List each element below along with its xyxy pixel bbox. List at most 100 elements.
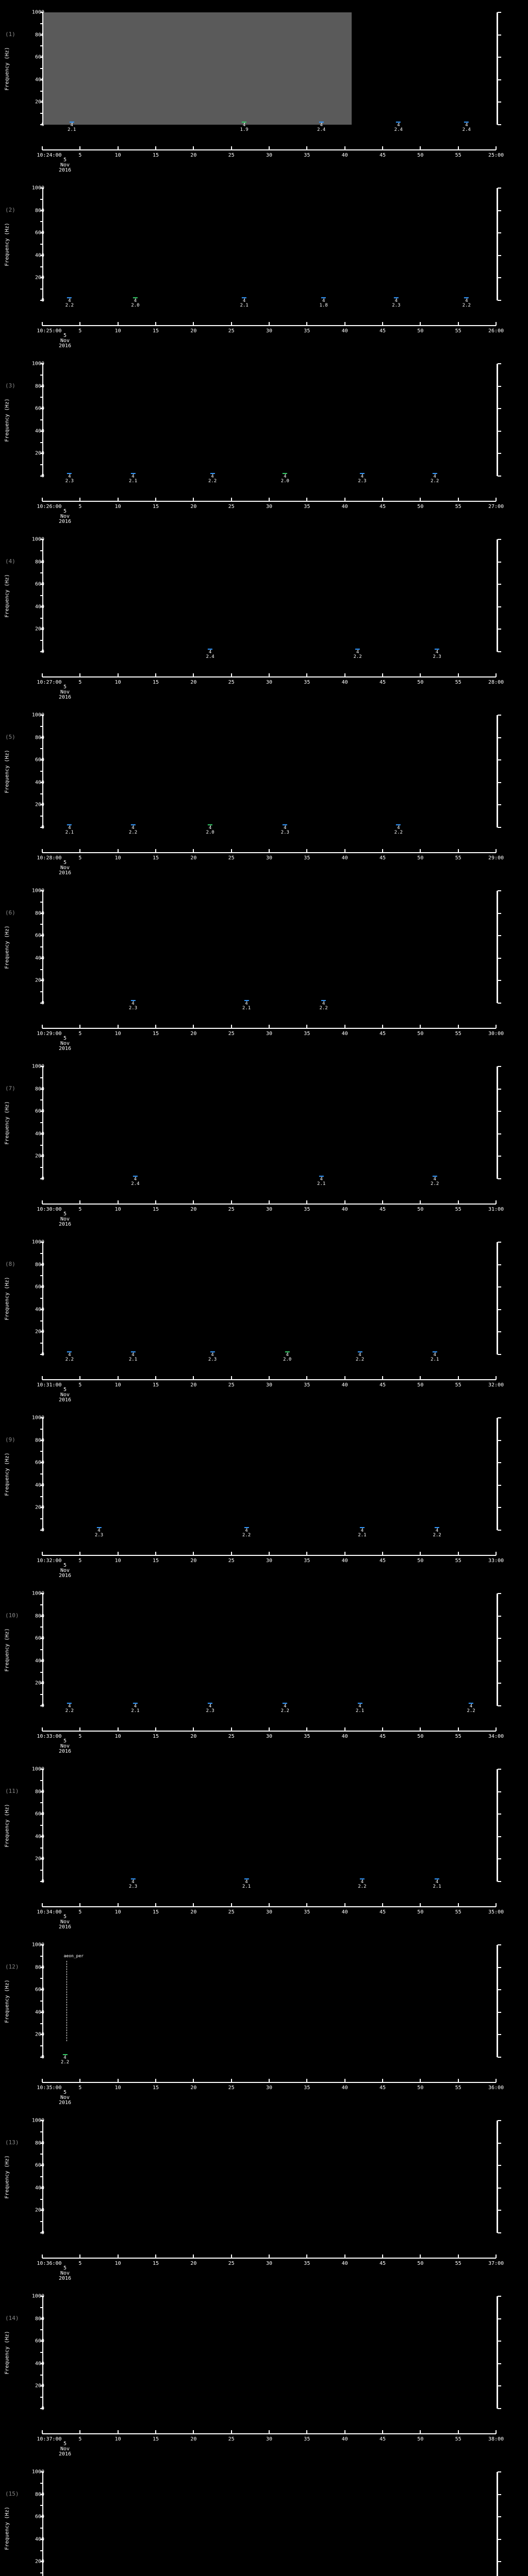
x-tick-mark bbox=[230, 146, 232, 150]
panel-index-label: (13) bbox=[5, 2139, 19, 2146]
y-tick-mark bbox=[40, 827, 44, 828]
x-tick-mark bbox=[457, 498, 459, 501]
y-tick-mark bbox=[40, 1111, 44, 1112]
x-tick-label: 50 bbox=[417, 1031, 424, 1037]
x-tick-mark bbox=[79, 1903, 81, 1907]
x-tick-mark bbox=[42, 2255, 43, 2258]
y-tick-label: 200 bbox=[35, 99, 44, 105]
event-value-label: 2.3 bbox=[208, 1357, 217, 1362]
event-marker: 4 2.2 bbox=[431, 473, 439, 484]
y-tick-mark-minor bbox=[40, 572, 42, 574]
event-marker: 4 2.2 bbox=[129, 824, 137, 835]
y-tick-mark bbox=[40, 539, 44, 540]
x-tick-label: 10 bbox=[114, 1909, 121, 1915]
x-tick-mark bbox=[457, 2255, 459, 2258]
y-tick-label: 400 bbox=[35, 77, 44, 83]
x-tick-mark bbox=[420, 2079, 421, 2082]
y-tick-mark-minor bbox=[40, 617, 42, 619]
x-tick-mark bbox=[155, 1903, 156, 1907]
x-tick-label: 15 bbox=[152, 1909, 159, 1915]
event-marker: 4 2.2 bbox=[208, 473, 217, 484]
y-tick-mark-minor bbox=[40, 1649, 42, 1650]
event-value-label: 2.0 bbox=[280, 479, 289, 484]
event-magnitude-label: 4 bbox=[284, 1704, 287, 1709]
event-marker: 4 2.0 bbox=[131, 297, 140, 308]
y-tick-mark bbox=[40, 1530, 44, 1531]
y-tick-mark-minor bbox=[40, 1144, 42, 1146]
event-value-label: 2.1 bbox=[242, 1006, 251, 1011]
event-marker-dash bbox=[133, 297, 138, 298]
event-magnitude-label: 4 bbox=[208, 1704, 212, 1709]
plot-area bbox=[42, 188, 498, 300]
date-label-line: Nov bbox=[60, 689, 70, 695]
panel-index-label: (14) bbox=[5, 2315, 19, 2321]
x-tick-label: 50 bbox=[417, 1558, 424, 1564]
event-marker: 4 2.2 bbox=[467, 1703, 475, 1714]
right-tick-mark bbox=[498, 1944, 501, 1945]
x-tick-label: 15 bbox=[152, 2085, 159, 2091]
y-tick-mark bbox=[40, 1003, 44, 1004]
y-tick-mark-minor bbox=[40, 1825, 42, 1826]
y-tick-mark bbox=[40, 1178, 44, 1179]
event-marker: 4 2.3 bbox=[206, 1703, 214, 1714]
x-tick-label: 30 bbox=[266, 855, 273, 861]
y-tick-mark-minor bbox=[40, 1099, 42, 1101]
x-tick-label: 25 bbox=[228, 1909, 235, 1915]
event-marker: 4 2.1 bbox=[65, 824, 74, 835]
event-magnitude-label: 4 bbox=[134, 298, 137, 303]
y-tick-mark-minor bbox=[40, 748, 42, 750]
event-magnitude-label: 4 bbox=[433, 1352, 436, 1358]
right-tick-mark bbox=[498, 79, 501, 80]
right-tick-mark bbox=[498, 1417, 501, 1418]
event-magnitude-label: 4 bbox=[68, 825, 71, 831]
gray-overlay-region bbox=[43, 12, 352, 125]
x-tick-label: 35 bbox=[304, 1382, 310, 1388]
x-tick-mark bbox=[193, 146, 194, 150]
right-tick-mark bbox=[498, 2516, 501, 2518]
right-tick-mark bbox=[498, 737, 501, 738]
panel-index-label: (11) bbox=[5, 1788, 19, 1794]
x-tick-label: 35:00 bbox=[488, 1909, 504, 1915]
event-marker-dash bbox=[130, 1878, 136, 1879]
x-tick-mark bbox=[117, 2079, 119, 2082]
event-marker-dash bbox=[435, 1527, 440, 1528]
y-tick-mark-minor bbox=[40, 595, 42, 596]
right-tick-mark bbox=[498, 1088, 501, 1090]
x-tick-mark bbox=[193, 1200, 194, 1204]
x-tick-mark bbox=[155, 498, 156, 501]
y-tick-mark bbox=[40, 277, 44, 279]
right-tick-mark bbox=[498, 606, 501, 607]
event-marker-dash bbox=[469, 1703, 474, 1704]
y-axis-ticks: 02004006008001000 bbox=[0, 2469, 44, 2576]
x-tick-label: 15 bbox=[152, 2261, 159, 2266]
x-tick-label: 45 bbox=[379, 1207, 386, 1212]
y-tick-label: 0 bbox=[7, 298, 44, 303]
y-tick-mark bbox=[40, 1309, 44, 1310]
x-tick-mark bbox=[193, 1376, 194, 1380]
event-magnitude-label: 4 bbox=[134, 1704, 137, 1709]
y-tick-label: 1000 bbox=[31, 1766, 44, 1772]
y-tick-label: 200 bbox=[35, 450, 44, 456]
x-tick-label: 35 bbox=[304, 1207, 310, 1212]
y-tick-mark-minor bbox=[40, 1473, 42, 1475]
y-tick-mark bbox=[40, 1638, 44, 1639]
right-tick-mark bbox=[498, 1178, 501, 1179]
x-tick-mark bbox=[193, 322, 194, 326]
y-tick-label: 400 bbox=[35, 1307, 44, 1313]
x-tick-label: 37:00 bbox=[488, 2261, 504, 2266]
y-tick-mark bbox=[40, 1331, 44, 1333]
right-tick-mark bbox=[498, 1705, 501, 1706]
event-marker: 4 2.0 bbox=[206, 824, 214, 835]
event-marker: 4 2.4 bbox=[394, 122, 403, 132]
y-tick-mark bbox=[40, 34, 44, 36]
y-tick-mark bbox=[40, 1354, 44, 1355]
date-label: 5 Nov 2016 bbox=[50, 2442, 80, 2457]
y-tick-mark bbox=[40, 759, 44, 761]
event-magnitude-label: 4 bbox=[358, 1352, 361, 1358]
event-value-label: 2.2 bbox=[394, 830, 403, 835]
x-tick-label: 25 bbox=[228, 2085, 235, 2091]
x-tick-mark bbox=[269, 146, 270, 150]
x-tick-mark bbox=[42, 849, 43, 853]
event-marker-dash bbox=[359, 1878, 365, 1879]
x-tick-mark bbox=[155, 2255, 156, 2258]
